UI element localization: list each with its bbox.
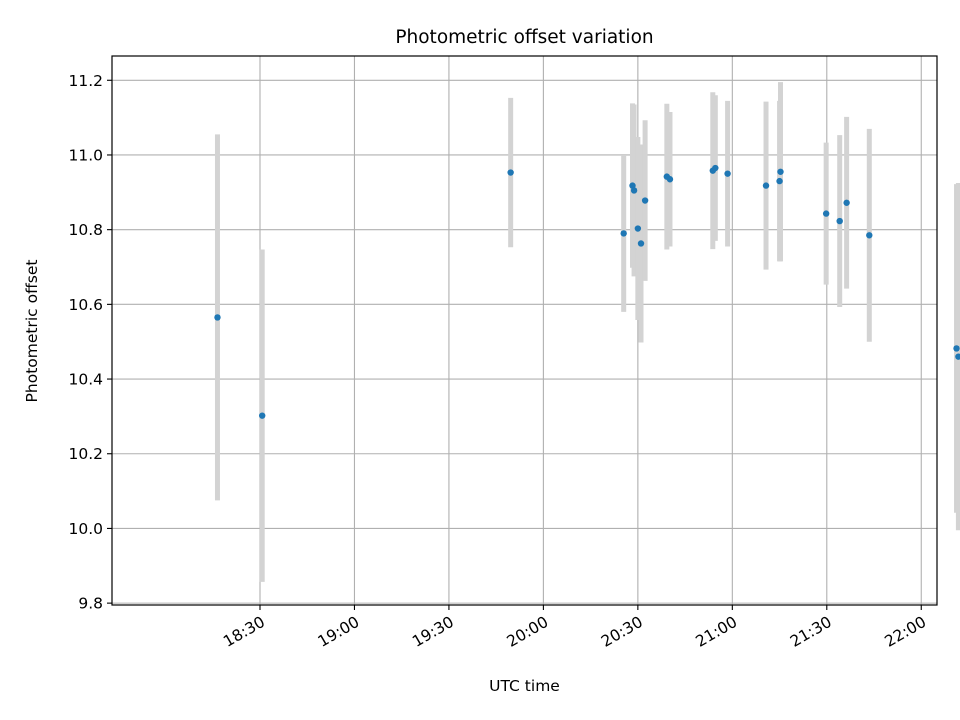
y-tick-label: 10.0 (68, 520, 103, 538)
y-tick-label: 10.6 (68, 296, 103, 314)
y-axis-ticks: 9.8 10.0 10.2 10.4 10.6 10.8 11.0 11.2 (68, 72, 112, 613)
data-point (776, 177, 783, 185)
data-point (637, 240, 645, 247)
y-tick-label: 11.0 (68, 146, 103, 164)
data-point (822, 210, 830, 217)
data-points (214, 164, 960, 419)
plot-frame (111, 55, 938, 606)
data-point (843, 199, 850, 206)
chart-title: Photometric offset variation (395, 27, 653, 48)
data-point (259, 412, 266, 419)
data-point (629, 182, 636, 189)
y-tick-label: 10.8 (68, 221, 103, 239)
data-point (620, 230, 627, 237)
y-tick-label: 9.8 (78, 595, 103, 613)
x-axis-label: UTC time (489, 677, 560, 695)
data-point (866, 232, 873, 239)
data-point (953, 345, 960, 352)
data-point (836, 217, 843, 225)
data-point (214, 314, 221, 321)
data-point (777, 168, 784, 175)
y-tick-label: 10.4 (68, 371, 103, 389)
data-point (634, 225, 642, 232)
data-point (630, 187, 638, 194)
data-point (724, 170, 731, 177)
data-point (762, 182, 770, 189)
y-tick-label: 10.2 (68, 445, 103, 463)
data-point (507, 169, 514, 176)
y-tick-label: 11.2 (68, 72, 103, 90)
data-point (955, 353, 960, 360)
y-axis-label: Photometric offset (23, 260, 41, 403)
grid (112, 56, 937, 605)
data-point (641, 197, 649, 204)
data-point (666, 176, 674, 183)
data-point (712, 164, 719, 172)
